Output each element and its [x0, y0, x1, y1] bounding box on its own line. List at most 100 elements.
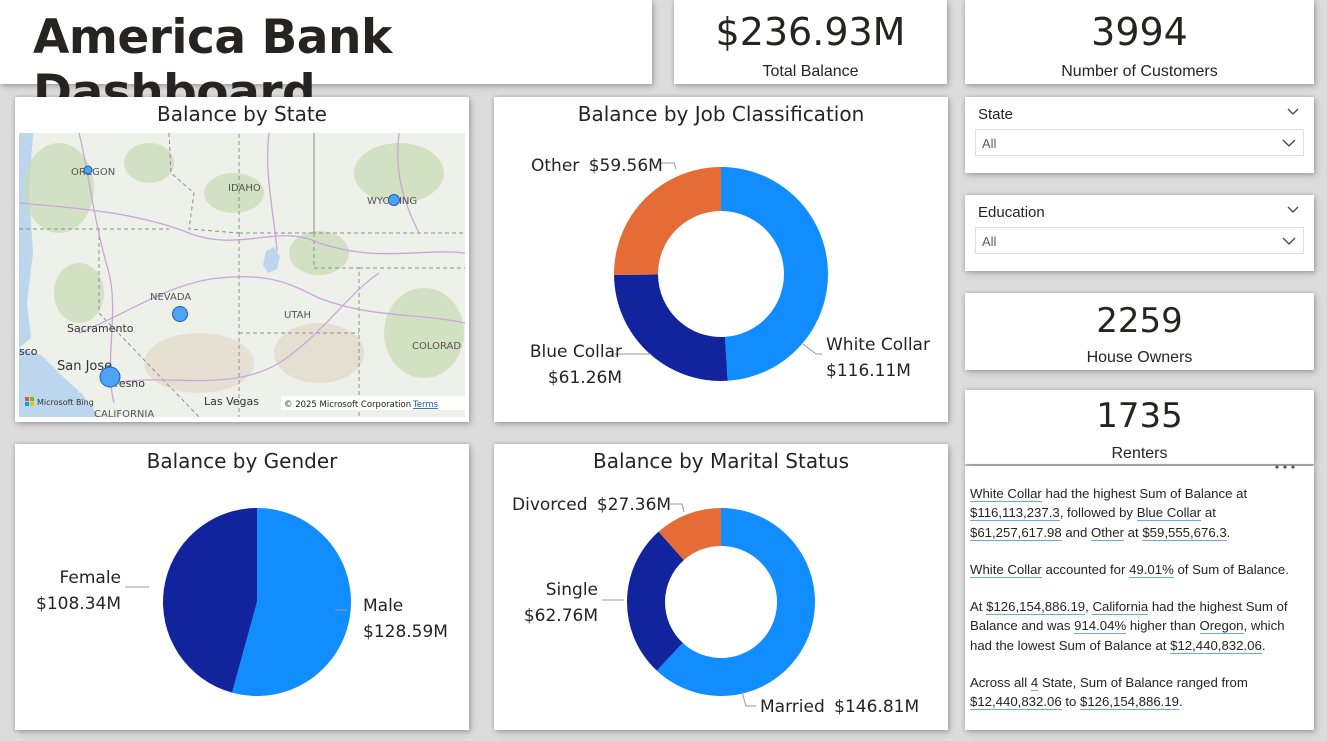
education-slicer[interactable]: Education All [965, 195, 1314, 271]
map-label-nevada: NEVADA [150, 292, 191, 303]
narrative-card[interactable]: White Collar had the highest Sum of Bala… [965, 464, 1314, 730]
marital-chart[interactable]: Divorced $27.36M Single $62.76M Married … [494, 444, 948, 730]
renters-card[interactable]: 1735 Renters [965, 390, 1314, 464]
narrative-value[interactable]: $59,555,676.3 [1142, 524, 1227, 541]
narrative-value[interactable]: 914.04% [1074, 618, 1127, 635]
narrative-value[interactable]: $126,154,886.19 [1080, 694, 1180, 711]
narrative-value[interactable]: 4 [1030, 675, 1039, 692]
map-area[interactable]: OREGON IDAHO WYOMING NEVADA UTAH COLORAD… [19, 133, 465, 417]
state-slicer[interactable]: State All [965, 97, 1314, 173]
job-slices[interactable] [614, 167, 828, 381]
state-dropdown-value: All [982, 136, 997, 151]
narrative-text-run: at [1124, 524, 1143, 540]
marital-slice-married[interactable] [656, 508, 815, 696]
narrative-text-run: State [1038, 675, 1073, 691]
job-slice-blue-collar[interactable] [614, 274, 728, 381]
narrative-value[interactable]: Blue Collar [1136, 505, 1202, 522]
education-dropdown-value: All [982, 234, 997, 249]
map-label-sco: sco [19, 345, 38, 358]
map-label-san-jose: San Jose [57, 359, 112, 374]
job-chart-card[interactable]: Balance by Job Classification Other $59.… [494, 97, 948, 422]
gender-slices[interactable] [163, 508, 351, 696]
gender-chart-card[interactable]: Balance by Gender Female $108.34M Male $… [15, 444, 469, 730]
marital-label-married-name: Married [760, 697, 825, 717]
map-terms-link[interactable]: Terms [412, 400, 439, 410]
state-slicer-collapse-chevron-icon[interactable] [1286, 105, 1300, 119]
narrative-value[interactable]: $12,440,832.06 [970, 694, 1062, 711]
narrative-text-run: . [1226, 524, 1231, 540]
total-balance-card[interactable]: $236.93M Total Balance [674, 0, 947, 84]
map-bubbles[interactable] [83, 165, 400, 388]
customers-card[interactable]: 3994 Number of Customers [965, 0, 1314, 84]
gender-slice-female[interactable] [163, 508, 257, 693]
bubble-california[interactable] [99, 366, 121, 388]
narrative-paragraph-2: White Collar accounted for 49.01% of Sum… [970, 560, 1306, 579]
narrative-value[interactable]: $61,257,617.98 [970, 524, 1062, 541]
marital-slice-single[interactable] [627, 531, 684, 671]
house-owners-label: House Owners [1086, 349, 1193, 366]
narrative-text-run: Across all [970, 675, 1031, 691]
narrative-value[interactable]: $116,113,237.3 [970, 505, 1060, 522]
marital-label-divorced-name: Divorced [512, 495, 588, 515]
education-slicer-collapse-chevron-icon[interactable] [1286, 203, 1300, 217]
gender-chart[interactable]: Female $108.34M Male $128.59M [15, 444, 469, 730]
education-slicer-label: Education [978, 204, 1045, 221]
narrative-text-run: to [1061, 694, 1080, 710]
map-ocean-south [19, 348, 99, 417]
map-attribution: Microsoft Bing [25, 397, 94, 407]
job-label-other-amount: $59.56M [589, 156, 663, 176]
map-roads [19, 133, 465, 404]
marital-label-married: Married $146.81M [760, 697, 919, 717]
bubble-nevada[interactable] [172, 306, 188, 322]
gender-label-male-amount: $128.59M [363, 622, 448, 642]
narrative-value[interactable]: $12,440,832.06 [1170, 637, 1262, 654]
narrative-value[interactable]: $126,154,886.19 [986, 599, 1086, 616]
marital-slices[interactable] [627, 508, 815, 696]
state-dropdown[interactable]: All [975, 129, 1304, 156]
chevron-down-icon[interactable] [1281, 135, 1297, 151]
narrative-value[interactable]: California [1092, 599, 1149, 616]
map-card[interactable]: Balance by State [15, 97, 469, 422]
marital-chart-title: Balance by Marital Status [592, 449, 850, 473]
job-chart-title: Balance by Job Classification [577, 102, 865, 126]
map-label-idaho: IDAHO [228, 183, 261, 194]
customers-label: Number of Customers [1061, 63, 1218, 80]
narrative-value[interactable]: 49.01% [1129, 561, 1174, 578]
narrative-value[interactable]: White Collar [970, 561, 1042, 578]
gender-label-female-amount: $108.34M [36, 594, 121, 614]
narrative-text-run: At [970, 599, 987, 615]
narrative-paragraph-1: White Collar had the highest Sum of Bala… [970, 484, 1306, 542]
marital-slice-divorced[interactable] [658, 508, 721, 561]
map-ocean [19, 133, 33, 348]
narrative-value[interactable]: Oregon [1199, 618, 1244, 635]
house-owners-value: 2259 [1096, 301, 1183, 341]
education-dropdown[interactable]: All [975, 227, 1304, 254]
bubble-wyoming[interactable] [388, 194, 400, 206]
map-label-colorado: COLORAD [412, 341, 461, 352]
customers-value: 3994 [1091, 10, 1188, 54]
marital-leader-married [741, 691, 756, 707]
more-options-icon[interactable] [1274, 464, 1296, 470]
marital-chart-card[interactable]: Balance by Marital Status Divorced $27.3… [494, 444, 948, 730]
narrative-value[interactable]: Other [1091, 524, 1124, 541]
job-label-other-name: Other [531, 156, 579, 176]
total-balance-value: $236.93M [715, 10, 906, 54]
narrative-value[interactable]: White Collar [970, 486, 1042, 502]
map-label-california: CALIFORNIA [94, 409, 154, 417]
map-copyright: © 2025 Microsoft Corporation [284, 400, 411, 410]
house-owners-card[interactable]: 2259 House Owners [965, 293, 1314, 370]
chevron-down-icon[interactable] [1281, 233, 1297, 249]
map-svg[interactable]: OREGON IDAHO WYOMING NEVADA UTAH COLORAD… [19, 133, 465, 417]
job-slice-other[interactable] [614, 167, 721, 275]
narrative-text-run: , which had the lowest Sum of Balance at [970, 618, 1285, 653]
gender-slice-male[interactable] [232, 508, 351, 696]
renters-value: 1735 [1096, 396, 1183, 436]
bubble-oregon[interactable] [83, 165, 93, 175]
job-chart[interactable]: Other $59.56M Blue Collar $61.26M White … [494, 97, 948, 422]
title-card: America Bank Dashboard [0, 0, 652, 120]
map-label-sacramento: Sacramento [67, 322, 134, 335]
job-label-white-name: White Collar [826, 335, 930, 355]
map-desert [144, 323, 364, 393]
narrative-text-run: , [1085, 599, 1093, 615]
job-slice-white-collar[interactable] [721, 167, 828, 381]
